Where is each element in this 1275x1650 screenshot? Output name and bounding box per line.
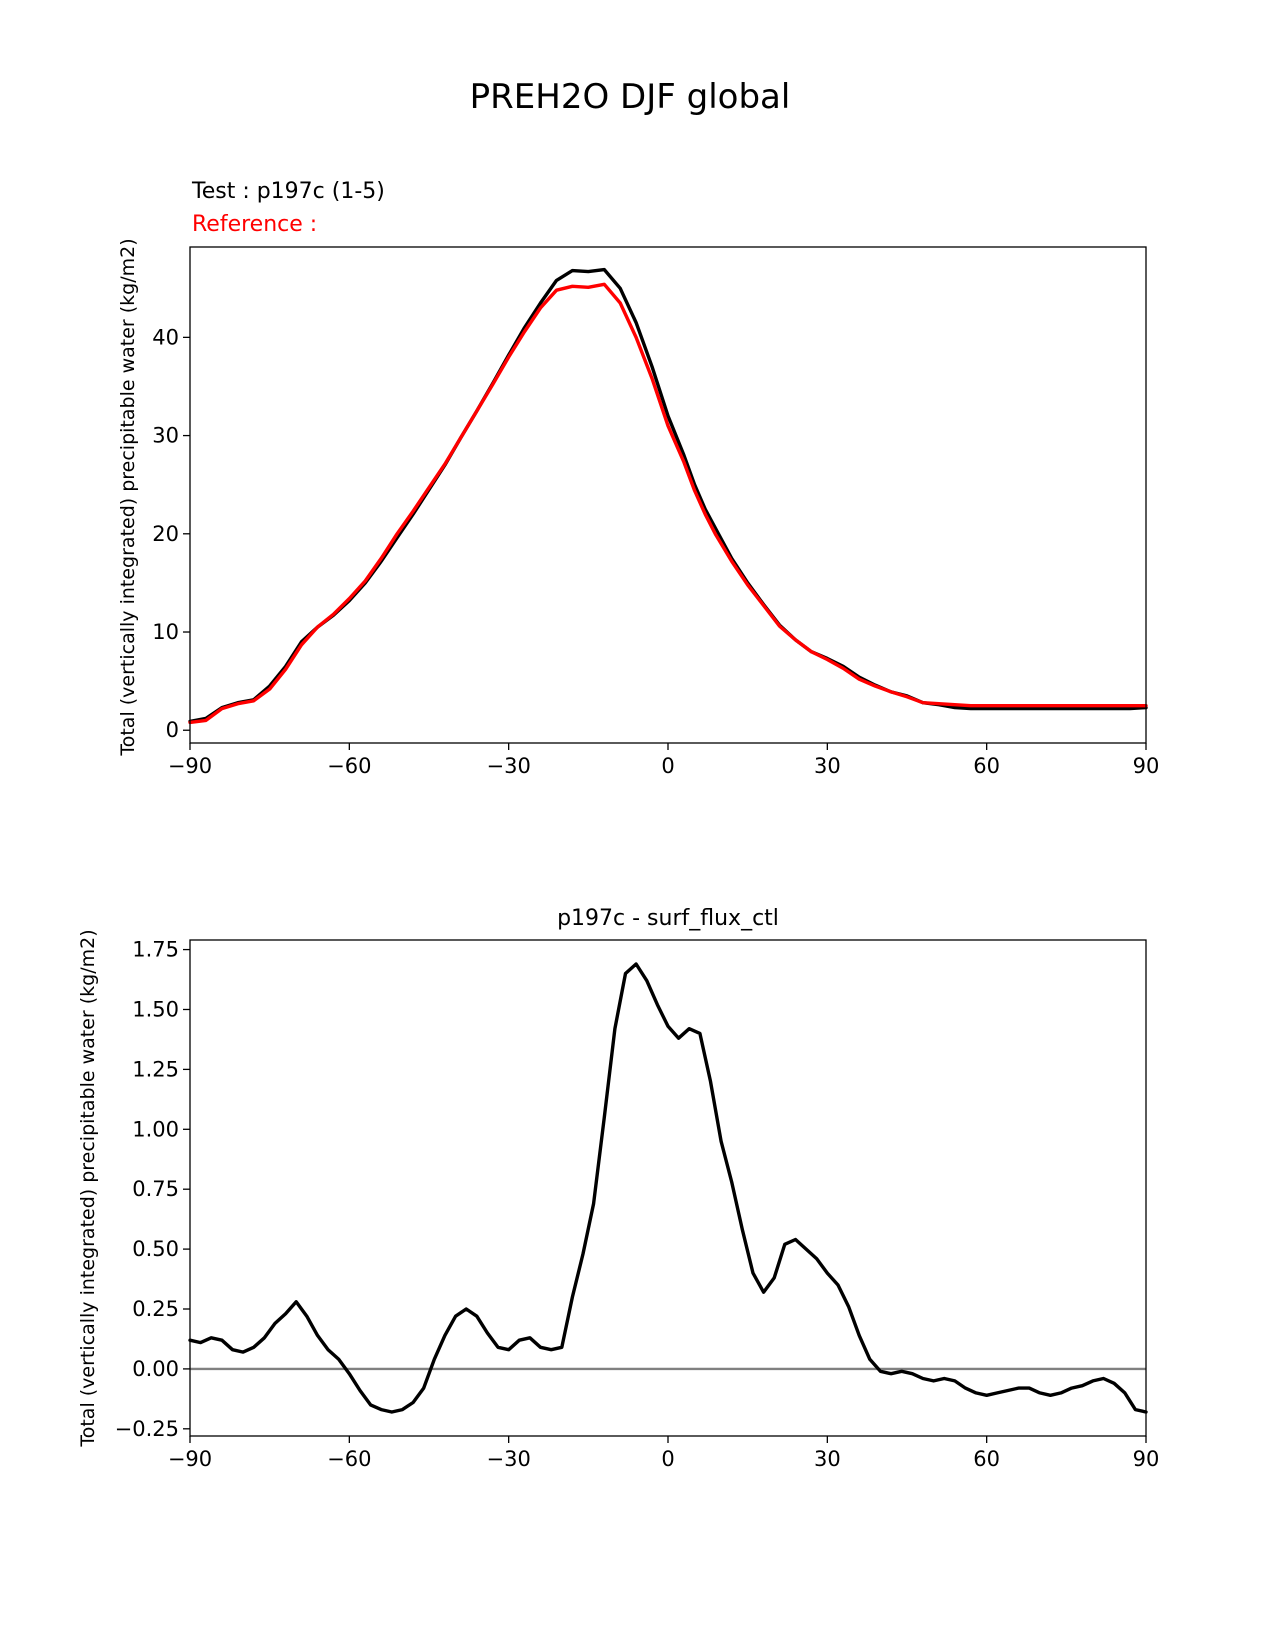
- x-axis: −90 −60 −30 0 30 60 90: [168, 743, 1160, 778]
- series-line-test: [188, 267, 1148, 724]
- y-tick-label: 0.00: [132, 1357, 179, 1381]
- y-tick-label: 0.25: [132, 1297, 179, 1321]
- figure-title: PREH2O DJF global: [470, 77, 791, 117]
- x-tick-label: 0: [661, 1447, 674, 1471]
- series-line-p197c-surf-flux-ctl: [188, 962, 1148, 1414]
- x-tick-label: −30: [487, 1447, 531, 1471]
- x-tick-label: 30: [814, 754, 841, 778]
- x-axis: −90 −60 −30 0 30 60 90: [168, 1436, 1160, 1471]
- y-tick-label: 20: [152, 522, 179, 546]
- x-tick-label: 0: [661, 754, 674, 778]
- y-tick-label: 1.00: [132, 1117, 179, 1141]
- bottom-panel: p197c - surf_flux_ctl Total (vertically …: [77, 906, 1159, 1471]
- x-tick-label: −60: [327, 754, 371, 778]
- x-tick-label: 60: [973, 754, 1000, 778]
- plot-lines: [188, 267, 1148, 725]
- x-tick-label: −30: [487, 754, 531, 778]
- x-tick-label: −90: [168, 754, 212, 778]
- legend-test: Test : p197c (1-5): [191, 179, 385, 204]
- y-axis-label: Total (vertically integrated) precipitab…: [117, 238, 139, 756]
- y-axis-label: Total (vertically integrated) precipitab…: [77, 929, 99, 1447]
- x-tick-label: −60: [327, 1447, 371, 1471]
- y-tick-label: −0.25: [115, 1417, 179, 1441]
- y-tick-label: 0: [166, 718, 179, 742]
- y-axis: 0 10 20 30 40: [152, 325, 190, 742]
- y-tick-label: 0.50: [132, 1237, 179, 1261]
- plot-frame: [189, 246, 1147, 744]
- plot-frame: [189, 939, 1147, 1437]
- x-tick-label: 90: [1133, 1447, 1160, 1471]
- series-line-reference: [188, 282, 1148, 725]
- x-tick-label: −90: [168, 1447, 212, 1471]
- top-panel: Test : p197c (1-5) Reference : Total (ve…: [117, 179, 1159, 778]
- x-tick-label: 90: [1133, 754, 1160, 778]
- y-tick-label: 1.75: [132, 938, 179, 962]
- y-tick-label: 0.75: [132, 1177, 179, 1201]
- y-tick-label: 1.50: [132, 997, 179, 1021]
- subplot-title: p197c - surf_flux_ctl: [557, 906, 779, 931]
- y-tick-label: 10: [152, 620, 179, 644]
- x-tick-label: 30: [814, 1447, 841, 1471]
- x-tick-label: 60: [973, 1447, 1000, 1471]
- y-axis: −0.25 0.00 0.25 0.50 0.75 1.00 1.25 1.50 1.75: [115, 938, 190, 1441]
- y-tick-label: 1.25: [132, 1057, 179, 1081]
- plot-lines: [188, 962, 1148, 1414]
- legend-reference: Reference :: [192, 212, 317, 237]
- y-tick-label: 40: [152, 325, 179, 349]
- y-tick-label: 30: [152, 424, 179, 448]
